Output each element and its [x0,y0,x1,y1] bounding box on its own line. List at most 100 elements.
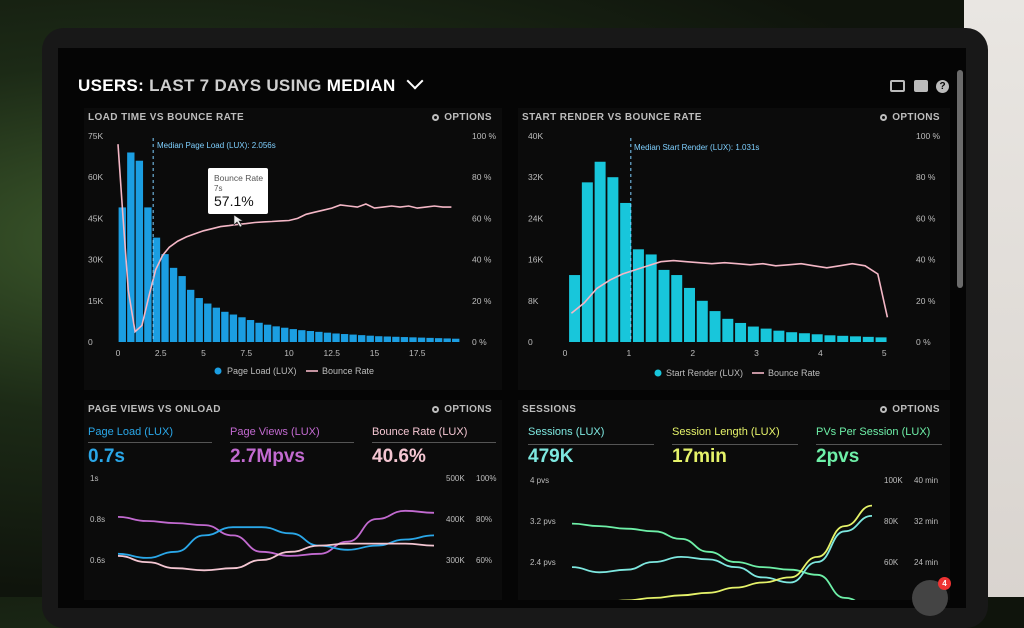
options-label: OPTIONS [892,112,940,123]
y-tick-label: 4 pvs [530,476,549,485]
chart-bar [178,276,186,342]
y-tick-label: 3.2 pvs [530,517,556,526]
y2-tick-label: 80K [884,517,899,526]
y3-tick-label: 60% [476,556,492,565]
chart-bar [144,207,152,342]
chart-bar [824,335,836,342]
bounce-rate-line [117,144,452,334]
options-button[interactable]: OPTIONS [432,112,492,123]
series-line [117,509,435,557]
median-label: Median Page Load (LUX): 2.056s [157,141,276,150]
y2-tick-label: 20 % [472,296,492,306]
chart-bar [375,336,383,342]
metric-session-length[interactable]: Session Length (LUX) 17min [672,426,780,468]
scrollbar[interactable] [957,70,963,288]
y2-tick-label: 40 % [472,255,492,265]
metric-label: Sessions (LUX) [528,426,605,438]
tooltip-value: 57.1% [214,193,254,209]
x-tick-label: 15 [370,348,380,358]
y-tick-label: 45K [88,213,103,223]
legend-item[interactable]: Page Load (LUX) [227,366,297,376]
y-tick-label: 0.6s [90,556,105,565]
chart-bar [862,336,874,342]
y-tick-label: 15K [88,296,103,306]
metric-bounce-rate[interactable]: Bounce Rate (LUX) 40.6% [372,426,467,468]
chart-bar [709,311,721,342]
chart-bar [298,330,306,342]
title-range: LAST 7 DAYS USING [149,76,322,95]
options-button[interactable]: OPTIONS [880,112,940,123]
y-tick-label: 0.8s [90,515,105,524]
options-button[interactable]: OPTIONS [880,404,940,415]
chart-bar [696,300,708,342]
panel-title: START RENDER VS BOUNCE RATE [522,112,702,123]
help-icon[interactable]: ? [936,80,949,93]
chart-bar [443,338,451,342]
y-tick-label: 40K [528,131,543,141]
y2-tick-label: 0 % [916,337,931,347]
y2-tick-label: 100K [884,476,903,485]
y3-tick-label: 24 min [914,558,938,567]
pageviews-onload-chart: 1s 0.8s 0.6s 500K 400K 300K 100% 80% 60% [90,474,496,572]
metric-label: Page Views (LUX) [230,426,320,438]
chart-legend: Start Render (LUX) Bounce Rate [654,368,820,378]
chart-bar [204,303,212,342]
metric-value: 2pvs [816,446,860,467]
chart-bar [735,322,747,342]
series-line [571,515,873,584]
chart-bar [722,318,734,342]
chart-bar [798,333,810,342]
chart-bar [340,334,349,342]
chart-bar [246,320,255,342]
y-tick-label: 0 [88,337,93,347]
chevron-down-icon[interactable] [406,72,424,90]
tooltip-sub: 7s [214,184,222,193]
chart-bar [426,337,434,342]
median-label: Median Start Render (LUX): 1.031s [634,143,759,152]
y-tick-label: 0 [528,337,533,347]
options-button[interactable]: OPTIONS [432,404,492,415]
metric-page-views[interactable]: Page Views (LUX) 2.7Mpvs [230,426,320,468]
chart-legend: Page Load (LUX) Bounce Rate [214,366,374,376]
legend-item[interactable]: Bounce Rate [322,366,374,376]
chart-bar [452,338,460,342]
y3-tick-label: 100% [476,474,496,483]
options-label: OPTIONS [444,404,492,415]
chart-bar [417,337,426,342]
x-tick-label: 2.5 [155,348,167,358]
x-tick-label: 5 [201,348,206,358]
chart-bar [747,326,759,342]
metric-value: 0.7s [88,446,125,467]
divider [528,444,654,445]
metric-label: Page Load (LUX) [88,426,173,438]
chart-bar [127,152,135,342]
share-icon[interactable] [914,80,928,92]
y-tick-label: 60K [88,172,103,182]
chart-bar [349,334,357,342]
legend-item[interactable]: Bounce Rate [768,368,820,378]
metric-label: PVs Per Session (LUX) [816,426,931,438]
legend-item[interactable]: Start Render (LUX) [666,368,743,378]
monitor-icon[interactable] [890,80,905,92]
cursor-icon [233,214,244,228]
metric-sessions[interactable]: Sessions (LUX) 479K [528,426,604,468]
y2-tick-label: 80 % [472,172,492,182]
y-tick-label: 24K [528,213,543,223]
y2-tick-label: 60 % [916,213,936,223]
y2-tick-label: 100 % [916,131,941,141]
panel-title: LOAD TIME VS BOUNCE RATE [88,112,245,123]
metric-page-load[interactable]: Page Load (LUX) 0.7s [88,426,173,468]
series-line [117,526,435,559]
legend-bar-marker [214,367,222,375]
load-bounce-chart: 0 15K 30K 45K 60K 75K 0 % 20 % 40 % 60 % 80 % 100 %… [88,131,497,376]
chart-bar [786,332,798,342]
metric-value: 40.6% [372,446,426,467]
y-tick-label: 16K [528,255,543,265]
page-title[interactable]: USERS: LAST 7 DAYS USING MEDIAN [78,72,424,96]
chart-bar [118,207,126,342]
y2-tick-label: 40 % [916,255,936,265]
x-tick-label: 0 [116,348,121,358]
metric-pvs-per-session[interactable]: PVs Per Session (LUX) 2pvs [816,426,930,468]
panel-pageviews-vs-onload: PAGE VIEWS VS ONLOAD OPTIONS Page Load (… [84,400,502,600]
x-tick-label: 2 [690,348,695,358]
